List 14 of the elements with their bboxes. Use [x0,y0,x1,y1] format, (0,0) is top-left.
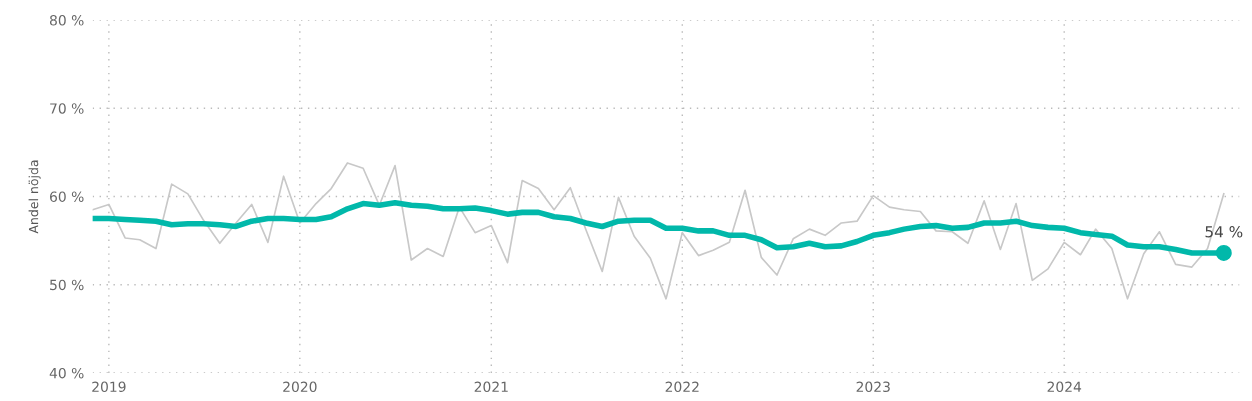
data-label: 54 % [1205,225,1243,238]
y-tick-label: 60 % [50,191,84,202]
x-tick-label: 2019 [92,381,126,393]
y-axis-title: Andel nöjda [28,160,41,234]
x-tick-label: 2021 [474,381,508,393]
x-tick-label: 2022 [665,381,699,393]
y-tick-label: 40 % [49,367,84,379]
y-tick-label: 80 % [49,15,84,26]
x-tick-label: 2023 [856,381,890,393]
y-tick-label: 70 % [50,103,84,114]
y-tick-label: 50 % [50,279,84,291]
line-series [92,162,1225,300]
x-tick-label: 2024 [1047,381,1082,393]
x-tick-label: 2020 [283,381,317,393]
